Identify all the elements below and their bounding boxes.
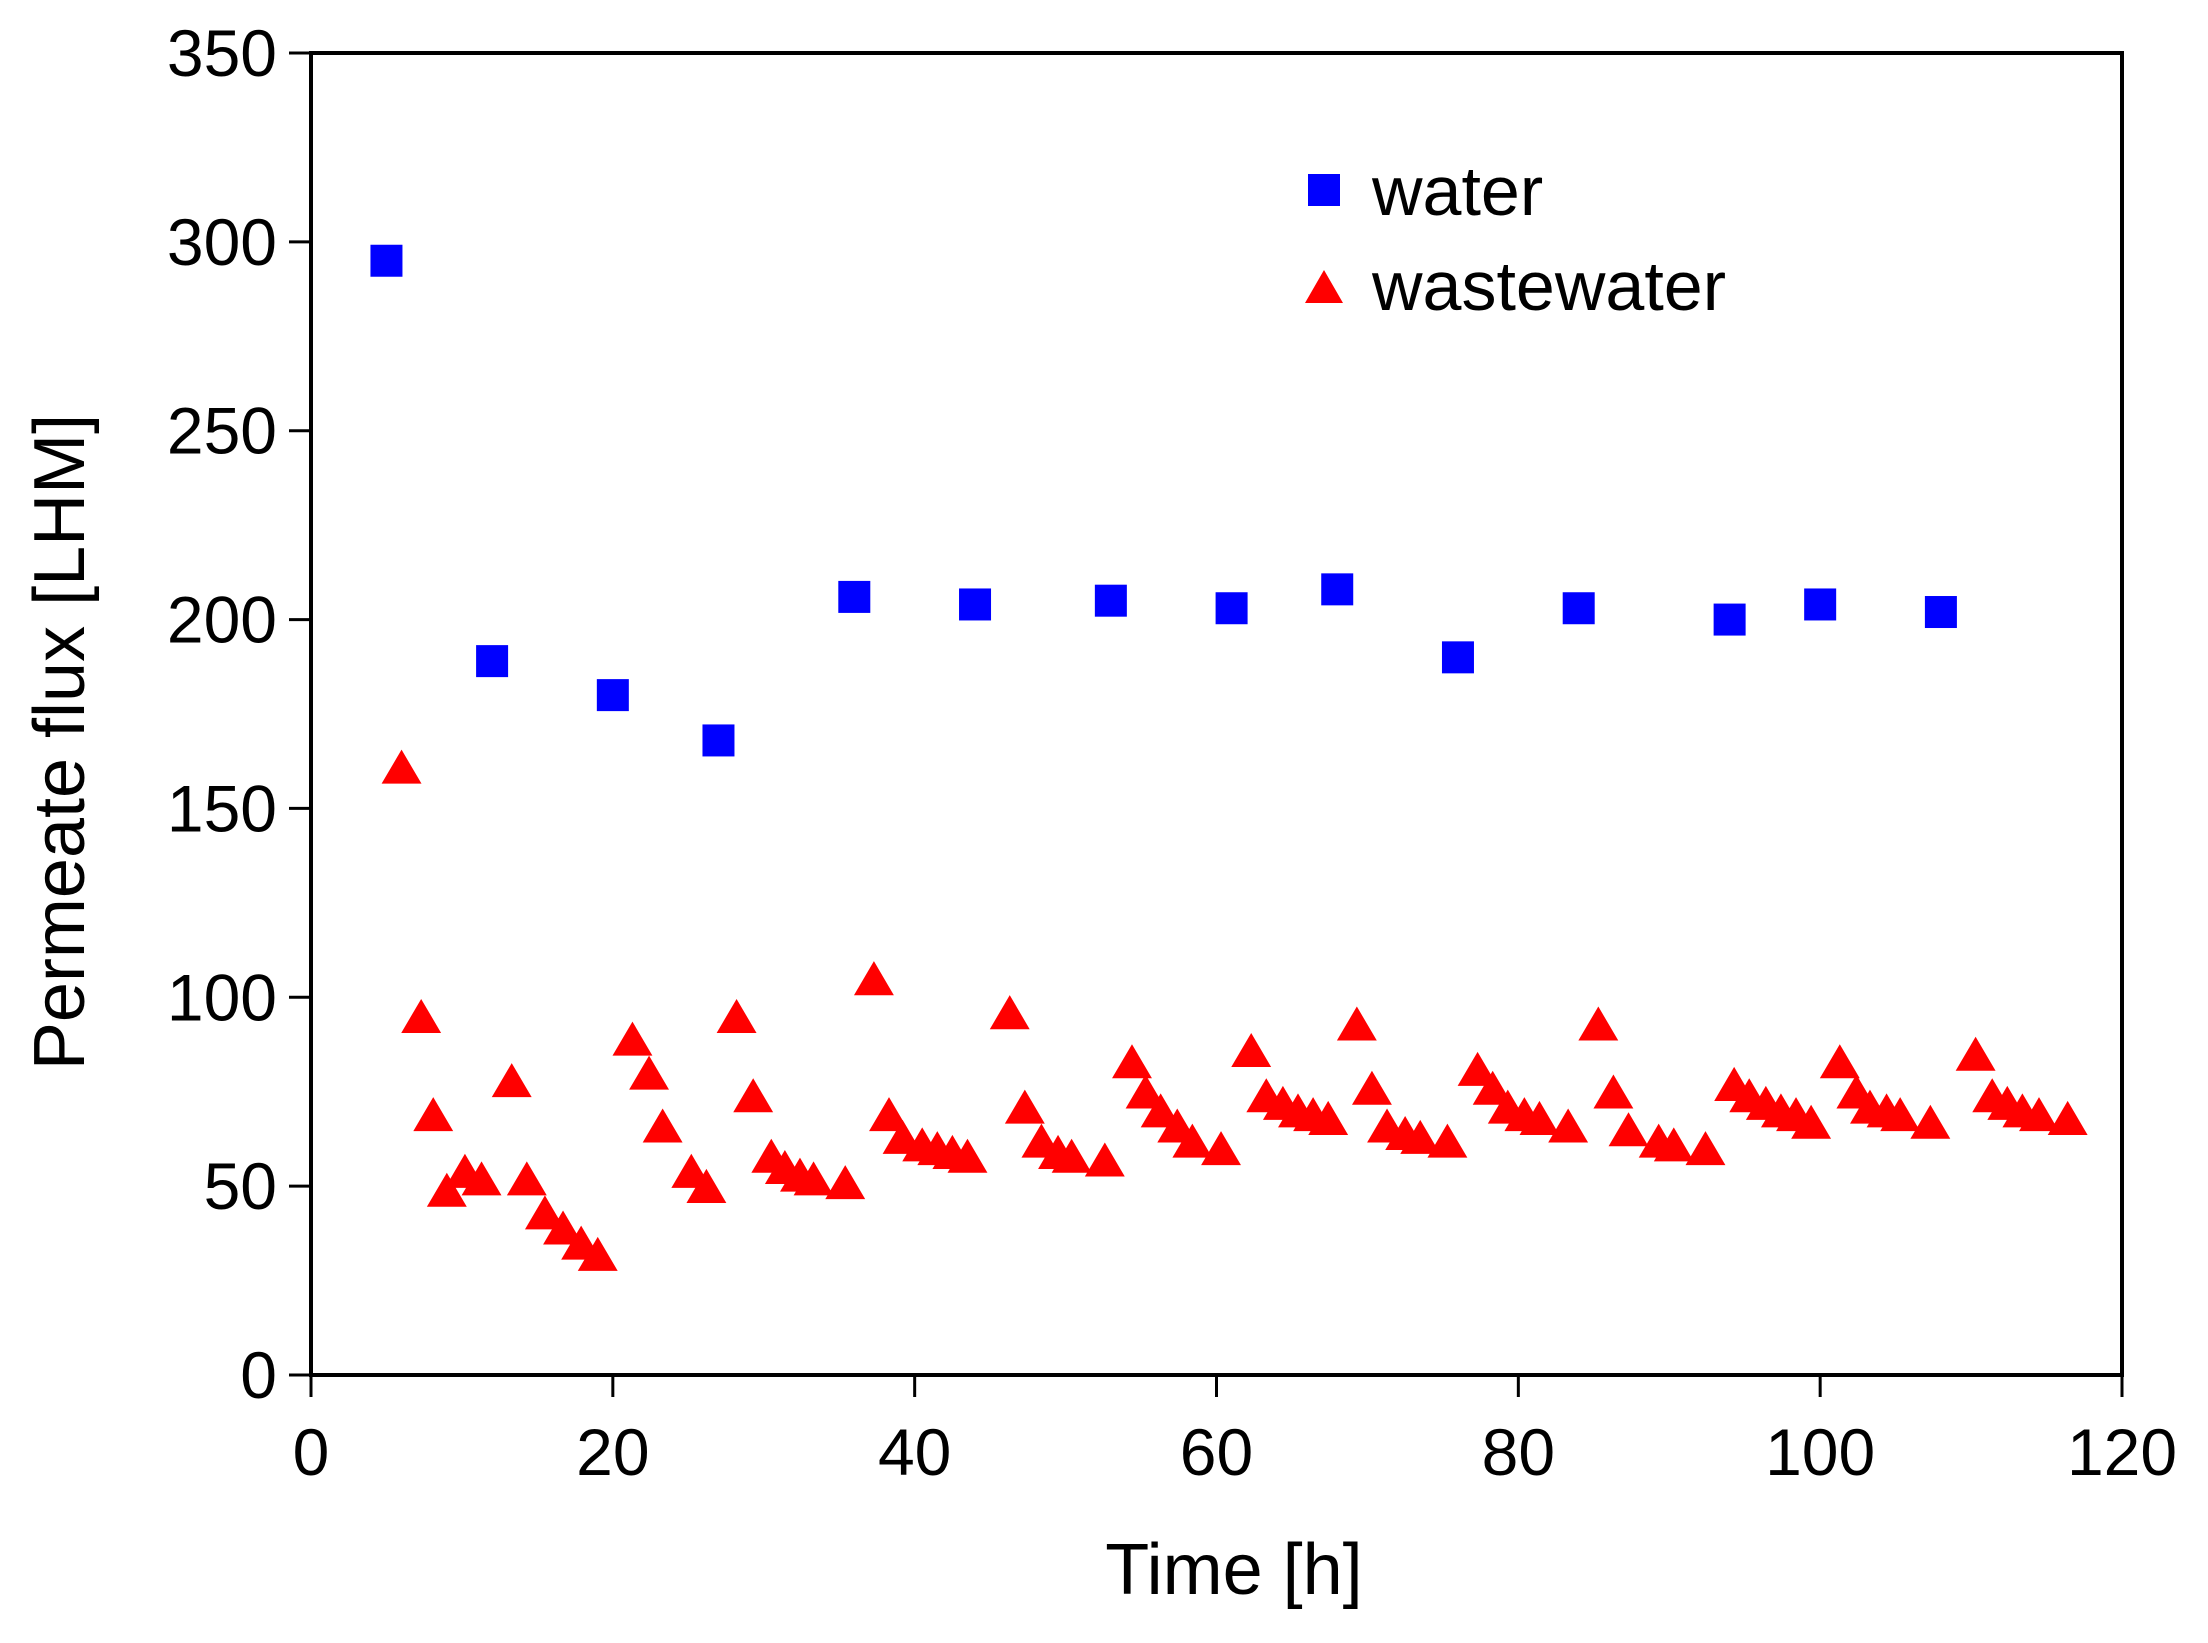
data-point-water (1804, 588, 1837, 621)
data-point-wastewater (1791, 1104, 1832, 1139)
data-point-wastewater (524, 1195, 565, 1230)
data-point-wastewater (1051, 1138, 1092, 1173)
data-point-wastewater (1548, 1108, 1589, 1143)
data-point-wastewater (401, 998, 442, 1033)
data-point-wastewater (2019, 1097, 2059, 1132)
y-tick-label: 250 (167, 394, 277, 468)
data-point-wastewater (1172, 1123, 1213, 1158)
data-point-wastewater (642, 1108, 683, 1143)
data-point-water (1441, 641, 1474, 674)
legend-label-wastewater: wastewater (1371, 247, 1726, 325)
data-point-wastewater (869, 1097, 909, 1132)
data-point-wastewater (1955, 1036, 1996, 1071)
data-point-water (702, 724, 735, 757)
legend-marker-wastewater (1305, 270, 1343, 303)
data-point-wastewater (1351, 1070, 1392, 1105)
data-point-water (1713, 603, 1746, 636)
data-point-wastewater (989, 995, 1030, 1030)
data-point-wastewater (461, 1161, 502, 1196)
data-point-wastewater (1608, 1112, 1649, 1147)
data-point-wastewater (793, 1161, 834, 1196)
data-point-water (596, 679, 629, 712)
data-point-wastewater (1578, 1006, 1619, 1041)
data-point-wastewater (1231, 1032, 1272, 1067)
x-tick-label: 60 (1180, 1415, 1253, 1489)
data-point-wastewater (1593, 1074, 1634, 1109)
data-point-wastewater (1112, 1044, 1152, 1079)
data-point-wastewater (2047, 1100, 2088, 1135)
y-tick-label: 100 (167, 960, 277, 1034)
data-point-wastewater (629, 1055, 670, 1090)
data-point-wastewater (1472, 1070, 1513, 1105)
data-point-wastewater (612, 1021, 653, 1056)
y-tick-label: 300 (167, 205, 277, 279)
data-point-wastewater (491, 1063, 532, 1098)
data-point-water (838, 580, 871, 613)
data-point-wastewater (947, 1138, 988, 1173)
y-axis-ticks: 0 50 100 150 200 250 300 350 (167, 16, 311, 1412)
y-tick-label: 200 (167, 583, 277, 657)
data-point-wastewater (716, 998, 757, 1033)
data-point-wastewater (1653, 1127, 1694, 1162)
y-tick-label: 50 (204, 1149, 277, 1223)
series-wastewater (381, 749, 2088, 1271)
x-tick-label: 0 (293, 1415, 330, 1489)
data-point-wastewater (506, 1161, 547, 1196)
x-tick-label: 40 (878, 1415, 951, 1489)
series-water (370, 244, 1957, 757)
y-tick-label: 350 (167, 16, 277, 90)
data-point-water (1094, 584, 1127, 617)
data-point-wastewater (1427, 1123, 1468, 1158)
data-point-water (370, 244, 403, 277)
data-point-wastewater (733, 1078, 774, 1113)
x-tick-label: 20 (576, 1415, 649, 1489)
data-point-wastewater (426, 1172, 467, 1207)
data-point-wastewater (1910, 1104, 1951, 1139)
data-point-wastewater (686, 1168, 727, 1203)
data-point-wastewater (1201, 1131, 1241, 1166)
data-point-water (959, 588, 992, 621)
data-point-wastewater (577, 1236, 618, 1271)
legend: water wastewater (1305, 152, 1726, 325)
x-axis-label: Time [h] (1105, 1530, 1362, 1610)
data-point-wastewater (1880, 1097, 1921, 1132)
data-point-wastewater (1140, 1093, 1181, 1128)
y-tick-label: 150 (167, 771, 277, 845)
data-point-wastewater (825, 1165, 866, 1200)
data-point-wastewater (1084, 1142, 1125, 1177)
y-tick-label: 0 (240, 1338, 277, 1412)
data-point-wastewater (381, 749, 422, 784)
data-point-wastewater (1308, 1100, 1349, 1135)
data-point-wastewater (853, 961, 894, 996)
data-point-water (476, 645, 509, 678)
data-point-wastewater (413, 1097, 454, 1132)
data-point-water (1321, 573, 1354, 606)
plot-frame (309, 51, 2124, 1377)
data-point-wastewater (1004, 1089, 1045, 1124)
x-axis-ticks: 0 20 40 60 80 100 120 (293, 1375, 2177, 1489)
data-point-water (1562, 592, 1595, 625)
legend-label-water: water (1371, 152, 1543, 230)
data-point-wastewater (1457, 1051, 1498, 1086)
legend-marker-water (1308, 174, 1340, 206)
data-point-wastewater (543, 1210, 583, 1245)
x-tick-label: 100 (1765, 1415, 1875, 1489)
y-axis-label: Permeate flux [LHM] (20, 414, 100, 1070)
data-point-wastewater (1125, 1074, 1166, 1109)
x-tick-label: 80 (1482, 1415, 1555, 1489)
data-point-wastewater (1519, 1100, 1560, 1135)
data-point-wastewater (1819, 1044, 1860, 1079)
data-points-layer (370, 244, 2088, 1271)
data-point-water (1924, 596, 1957, 629)
data-point-wastewater (1685, 1131, 1726, 1166)
data-point-wastewater (1336, 1006, 1377, 1041)
data-point-water (1215, 592, 1248, 625)
x-tick-label: 120 (2067, 1415, 2177, 1489)
data-point-wastewater (1400, 1119, 1441, 1154)
